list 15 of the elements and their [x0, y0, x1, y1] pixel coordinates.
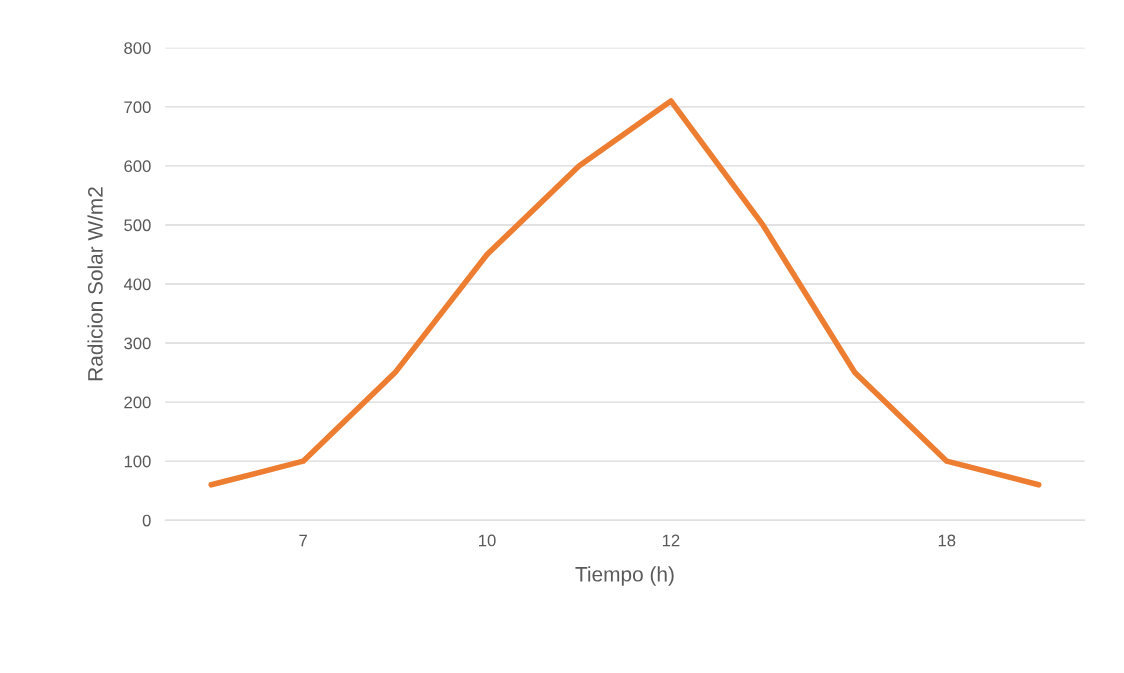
x-tick-label: 12: [662, 534, 680, 547]
x-tick-label: 7: [299, 534, 307, 547]
y-tick-label: 100: [124, 455, 151, 468]
y-tick-label: 400: [123, 278, 151, 291]
y-tick-label: 800: [124, 42, 151, 54]
y-tick-label: 600: [124, 160, 151, 173]
x-axis-title: Tiempo (h): [575, 566, 674, 586]
y-tick-label: 300: [124, 337, 151, 350]
x-tick-label: 10: [479, 534, 496, 547]
y-axis-title: Radicion Solar W/m2: [87, 187, 103, 381]
y-tick-label: 0: [142, 514, 151, 527]
x-tick-label: 18: [938, 534, 956, 547]
y-tick-label: 700: [124, 101, 151, 114]
y-tick-label: 500: [124, 219, 151, 232]
y-tick-label: 200: [124, 396, 151, 409]
